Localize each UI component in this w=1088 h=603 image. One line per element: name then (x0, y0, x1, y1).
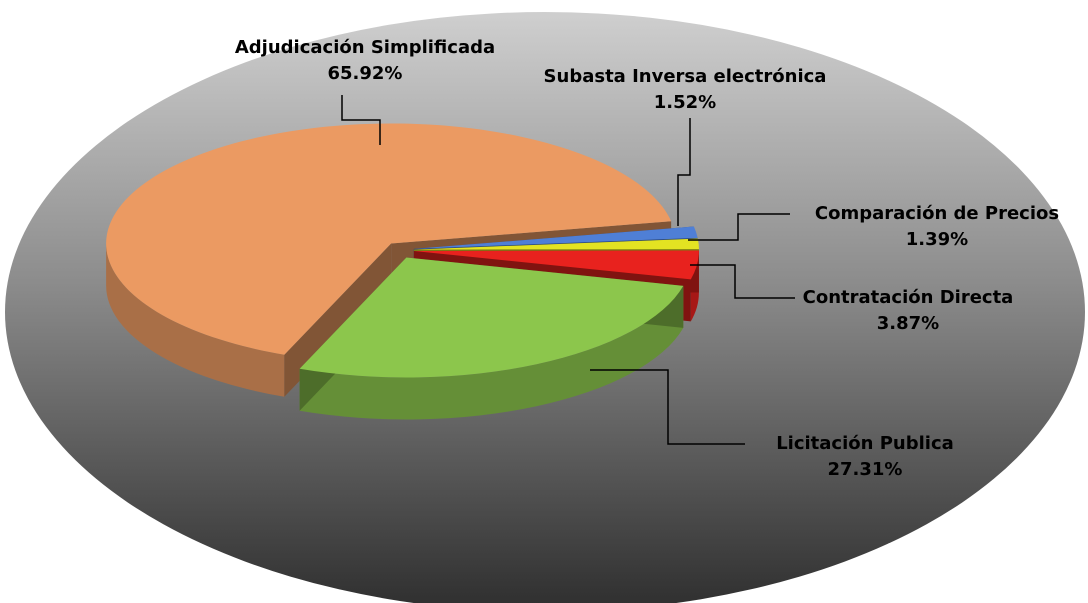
slice-label: Licitación Publica (776, 433, 954, 454)
slice-label: Contratación Directa (803, 287, 1014, 308)
slice-label: Subasta Inversa electrónica (544, 66, 827, 87)
slice-value-label: 1.39% (906, 229, 968, 250)
slice-value-label: 1.52% (654, 92, 716, 113)
leader-line (341, 95, 381, 145)
pie-slice (413, 250, 699, 280)
slice-side (106, 243, 285, 397)
pie-slice (299, 257, 684, 378)
slice-value-label: 27.31% (828, 459, 903, 480)
slice-label: Adjudicación Simplificada (235, 37, 495, 58)
leader-line (690, 264, 795, 299)
slice-side (299, 285, 684, 420)
leader-line (688, 213, 790, 241)
slice-label: Comparación de Precios (815, 203, 1059, 224)
pie-slice (413, 226, 698, 249)
leader-line (677, 118, 691, 226)
pie-slice (413, 238, 699, 250)
leader-line (590, 369, 745, 445)
slice-value-label: 3.87% (877, 313, 939, 334)
slice-value-label: 65.92% (328, 63, 403, 84)
pie-slice (106, 123, 672, 355)
